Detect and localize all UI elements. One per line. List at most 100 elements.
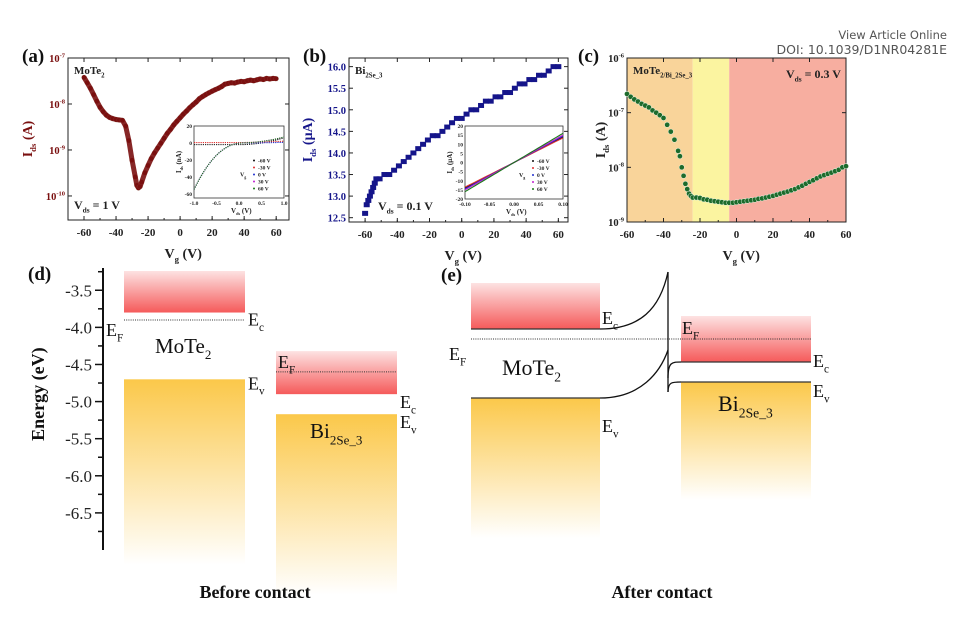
- data-point: [449, 120, 456, 126]
- inset-legend-title: Vg​: [240, 173, 246, 180]
- inset-x-tick-label: 0.00: [509, 202, 519, 208]
- data-point: [478, 102, 485, 108]
- data-point: [680, 172, 687, 179]
- data-point: [439, 128, 446, 134]
- data-point: [395, 163, 402, 169]
- x-tick-label: 0: [734, 229, 740, 241]
- x-tick-label: 20: [488, 229, 500, 241]
- energy-tick-label: -3.5: [65, 281, 92, 300]
- ev-label: Ev​: [400, 412, 417, 436]
- valence-band: [124, 379, 245, 565]
- panel-label: (b): [303, 46, 326, 67]
- y-tick-label: 10-9​: [608, 216, 625, 229]
- inset-legend-title: Vg​: [519, 173, 525, 180]
- inset-y-axis-label: Ids​ (nA): [175, 150, 184, 173]
- inset-curve: [464, 132, 564, 193]
- x-axis-label: Vg​ (V): [165, 247, 203, 264]
- data-point: [678, 164, 685, 171]
- energy-tick-label: -6.5: [65, 504, 92, 523]
- series-Bi2Se3: [362, 64, 562, 216]
- y-tick-label: 10-7​: [608, 107, 625, 120]
- data-point: [507, 90, 514, 96]
- ef-label: EF​: [106, 320, 123, 344]
- inset-legend-marker: [253, 173, 255, 176]
- inset-x-tick-label: 0.05: [534, 202, 544, 208]
- ev-label: Ev​: [602, 416, 619, 440]
- inset-y-axis-label: Ids​ (μA): [446, 151, 455, 174]
- ef-label: EF​: [278, 352, 295, 376]
- data-point: [502, 90, 509, 96]
- inset-x-tick-label: -0.5: [212, 201, 221, 207]
- data-point: [521, 81, 528, 87]
- data-point: [473, 107, 480, 113]
- data-point: [424, 137, 431, 143]
- data-point: [376, 176, 383, 182]
- x-tick-label: -20: [693, 229, 708, 241]
- inset-y-tick-label: -40: [185, 175, 193, 181]
- data-point: [463, 111, 470, 117]
- data-point: [444, 124, 451, 130]
- inset-legend-label: 30 V: [258, 180, 269, 186]
- inset-curve: [193, 136, 285, 190]
- data-point: [540, 72, 547, 78]
- data-point: [410, 150, 417, 156]
- inset-y-tick-label: 0: [460, 161, 463, 167]
- x-tick-label: 0: [459, 229, 465, 241]
- y-tick-label: 15.5: [328, 84, 346, 95]
- y-tick-label: 10-8​: [608, 162, 625, 175]
- inset-legend-marker: [253, 187, 255, 190]
- y-tick-label: 16.0: [328, 63, 346, 74]
- data-point: [434, 133, 441, 139]
- inset-frame: [193, 125, 285, 199]
- panel-e: (e) Ec​ EF​ Ev​ MoTe2​ EF​ Ec​ Ev​ Bi2Se_3​ After…: [441, 265, 830, 602]
- view-article-online-link[interactable]: View Article Online: [838, 28, 947, 42]
- inset-legend-label: 30 V: [537, 180, 548, 186]
- x-tick-label: -60: [358, 229, 373, 241]
- inset-y-tick-label: 20: [458, 124, 464, 130]
- sample-title: MoTe2/Bi_2Se_3​: [633, 65, 693, 79]
- panel-a: -60 -40 -20 0 20 40 60 10-7​ 10-8​ 10-9​ 10-10​ (a)…: [21, 46, 290, 264]
- ev-label: Ev​: [248, 373, 265, 397]
- data-point: [458, 115, 465, 121]
- y-tick-label: 10-9​: [49, 144, 66, 157]
- data-point: [368, 189, 375, 195]
- band-bending-ec: [599, 271, 669, 330]
- energy-tick-label: -5.0: [65, 393, 92, 412]
- data-point: [482, 98, 489, 104]
- vds-annotation: Vds​ = 1 V: [74, 198, 120, 215]
- data-point: [531, 77, 538, 83]
- data-point: [555, 64, 562, 70]
- inset-x-tick-label: 0.10: [558, 202, 568, 208]
- y-axis-label: Ids​ (A): [21, 120, 38, 157]
- inset-legend-marker: [253, 159, 255, 162]
- inset-legend-label: -60 V: [258, 159, 271, 165]
- inset-x-tick-label: -0.05: [484, 202, 496, 208]
- region-band: [729, 58, 846, 222]
- inset: -1.0 -0.5 0.0 0.5 1.0 20 0 -20 -40 -60 Vds​ (V) Ids…: [175, 124, 288, 216]
- ef-label: EF​: [682, 318, 699, 342]
- x-tick-label: -20: [141, 227, 156, 239]
- inset-legend-label: -60 V: [537, 159, 550, 165]
- x-tick-label: 40: [521, 229, 533, 241]
- plot-frame: [67, 57, 290, 221]
- inset-y-tick-label: -20: [185, 158, 193, 164]
- valence-band: [471, 398, 600, 538]
- y-axis-label: Ids​ (μA): [301, 117, 318, 162]
- x-tick-label: -20: [422, 229, 437, 241]
- inset-x-tick-label: 1.0: [281, 201, 288, 207]
- energy-tick-label: -6.0: [65, 467, 92, 486]
- vds-annotation: Vds​ = 0.3 V: [786, 67, 841, 84]
- inset-legend-label: 0 V: [537, 173, 545, 179]
- inset-y-tick-label: 15: [458, 133, 464, 139]
- y-tick-label: 12.5: [328, 214, 346, 225]
- inset-legend-marker: [532, 181, 534, 184]
- bi2se3-ev-bend: [667, 381, 682, 393]
- region-band: [627, 58, 693, 222]
- ev-label: Ev​: [813, 381, 830, 405]
- inset-legend-marker: [532, 167, 534, 170]
- caption: Before contact: [199, 582, 310, 602]
- ec-label: Ec​: [400, 392, 416, 416]
- data-point: [371, 180, 378, 186]
- y-tick-label: 15.0: [328, 106, 346, 117]
- data-point: [550, 64, 557, 70]
